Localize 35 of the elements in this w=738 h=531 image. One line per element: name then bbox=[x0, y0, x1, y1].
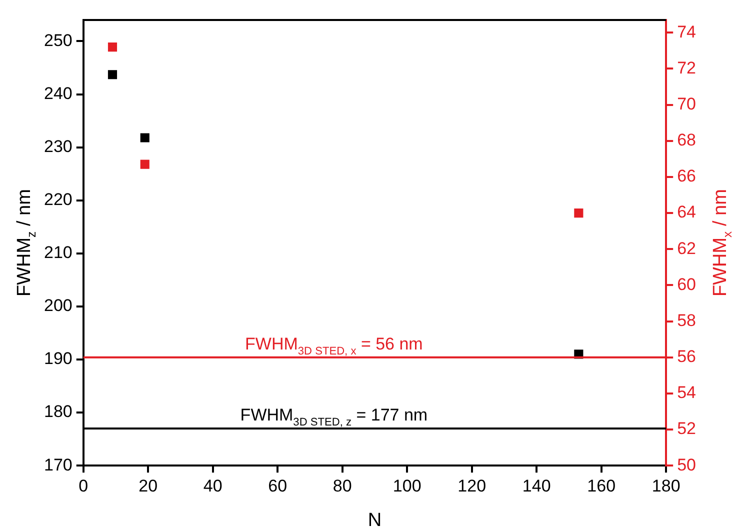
x-tick-label: 40 bbox=[203, 476, 222, 496]
y-tick-label: 240 bbox=[44, 84, 72, 103]
x-tick-label: 140 bbox=[522, 476, 551, 496]
y-tick-label: 200 bbox=[44, 296, 72, 316]
y2-tick-label: 62 bbox=[677, 238, 696, 258]
y2-tick-label: 70 bbox=[677, 94, 696, 114]
y2-tick-label: 72 bbox=[677, 58, 696, 78]
y-tick-label: 210 bbox=[44, 243, 72, 262]
y2-tick-label: 52 bbox=[677, 419, 696, 438]
y2-tick-label: 58 bbox=[677, 310, 696, 330]
y-tick-label: 170 bbox=[44, 455, 72, 474]
x-tick-label: 0 bbox=[78, 476, 88, 496]
y2-tick-label: 50 bbox=[677, 455, 696, 474]
x-tick-label: 120 bbox=[458, 476, 486, 496]
x-tick-label: 100 bbox=[392, 476, 422, 496]
x-tick-label: 20 bbox=[138, 476, 158, 496]
y-tick-label: 250 bbox=[44, 30, 72, 50]
x-tick-label: 60 bbox=[268, 476, 288, 496]
y2-tick-label: 74 bbox=[677, 22, 696, 42]
x-tick-label: 160 bbox=[587, 476, 616, 496]
x-tick-label: 80 bbox=[332, 476, 352, 496]
x-axis-title: N bbox=[368, 510, 382, 531]
y2-tick-label: 68 bbox=[677, 130, 696, 150]
y-tick-label: 190 bbox=[44, 349, 72, 368]
y2-tick-label: 66 bbox=[677, 166, 696, 186]
y2-tick-label: 60 bbox=[677, 274, 696, 294]
y2-axis-title: FWHMx / nm bbox=[710, 189, 735, 297]
y2-tick-label: 56 bbox=[677, 347, 696, 366]
y-axis-title: FWHMz / nm bbox=[14, 189, 39, 297]
x-tick-label: 180 bbox=[652, 476, 680, 496]
y2-tick-label: 64 bbox=[677, 202, 696, 222]
y-tick-label: 230 bbox=[44, 137, 72, 156]
y2-tick-label: 54 bbox=[677, 383, 696, 402]
y-tick-label: 220 bbox=[44, 190, 72, 210]
y-tick-label: 180 bbox=[44, 402, 72, 422]
